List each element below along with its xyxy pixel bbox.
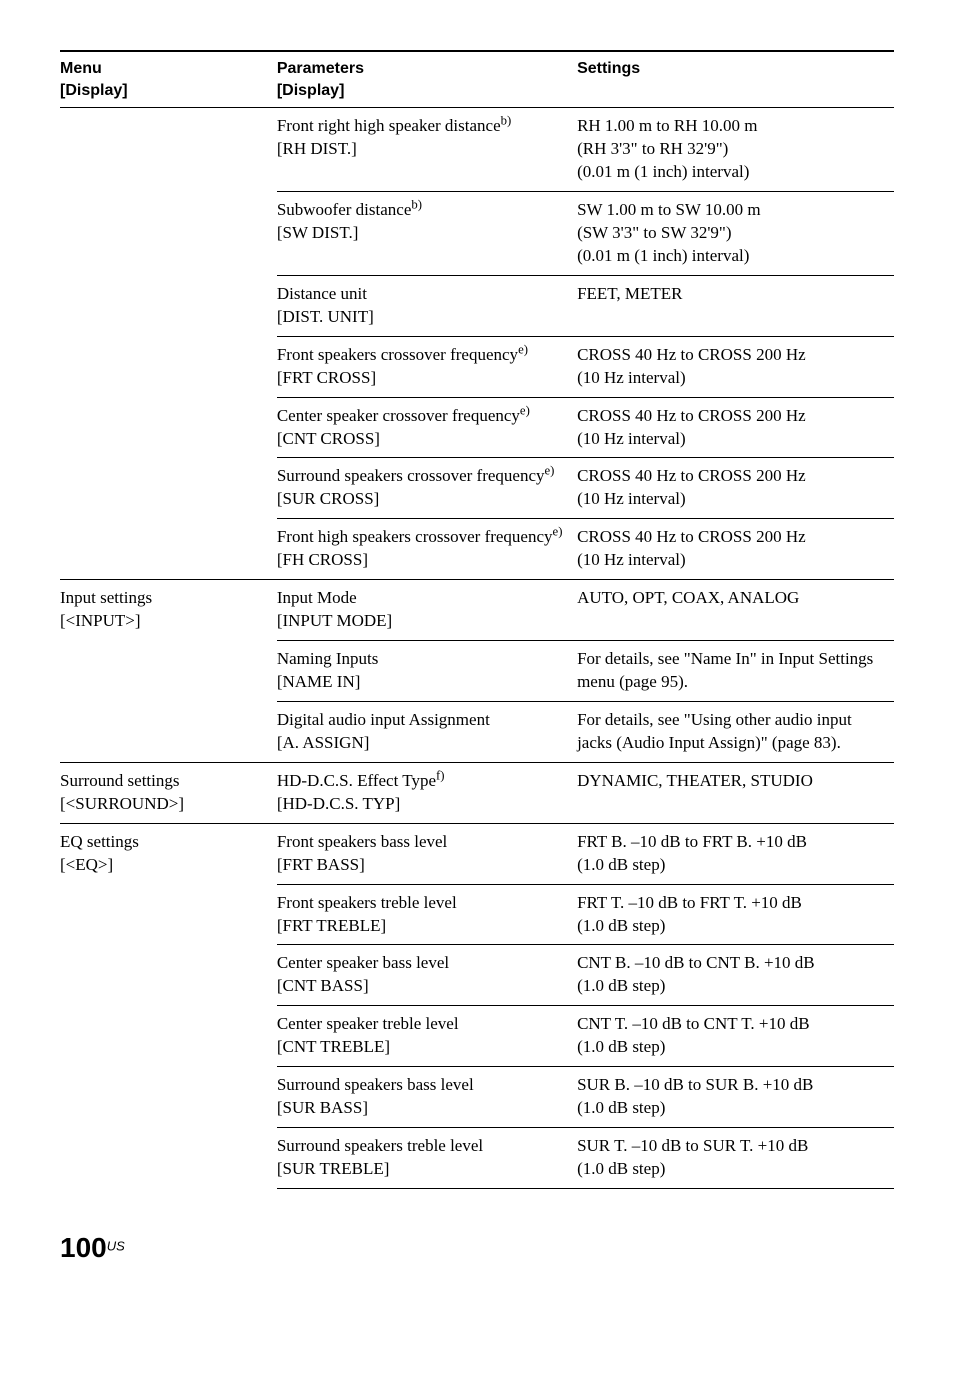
menu-cell: EQ settings[<EQ>]: [60, 823, 277, 884]
menu-cell: [60, 641, 277, 702]
table-row: Front speakers crossover frequencye)[FRT…: [60, 336, 894, 397]
setting-cell: SUR B. –10 dB to SUR B. +10 dB(1.0 dB st…: [577, 1067, 894, 1128]
setting-cell: CROSS 40 Hz to CROSS 200 Hz(10 Hz interv…: [577, 397, 894, 458]
parameter-cell: Surround speakers bass level[SUR BASS]: [277, 1067, 577, 1128]
menu-cell: [60, 1128, 277, 1189]
menu-cell: Surround settings[<SURROUND>]: [60, 762, 277, 823]
parameter-cell: Front right high speaker distanceb)[RH D…: [277, 108, 577, 192]
setting-cell: CROSS 40 Hz to CROSS 200 Hz(10 Hz interv…: [577, 336, 894, 397]
table-row: Center speaker treble level[CNT TREBLE]C…: [60, 1006, 894, 1067]
table-row: Naming Inputs[NAME IN]For details, see "…: [60, 641, 894, 702]
header-set-l1: Settings: [577, 60, 640, 77]
page-region: US: [107, 1238, 125, 1253]
table-row: Surround speakers bass level[SUR BASS]SU…: [60, 1067, 894, 1128]
parameter-cell: Front speakers bass level[FRT BASS]: [277, 823, 577, 884]
header-menu-l1: Menu: [60, 60, 102, 77]
table-row: Distance unit[DIST. UNIT]FEET, METER: [60, 275, 894, 336]
setting-cell: RH 1.00 m to RH 10.00 m(RH 3'3" to RH 32…: [577, 108, 894, 192]
table-row: Front right high speaker distanceb)[RH D…: [60, 108, 894, 192]
table-body: Front right high speaker distanceb)[RH D…: [60, 108, 894, 1189]
setting-cell: CNT T. –10 dB to CNT T. +10 dB(1.0 dB st…: [577, 1006, 894, 1067]
header-menu-l2: [Display]: [60, 82, 128, 99]
menu-cell: [60, 458, 277, 519]
menu-cell: [60, 945, 277, 1006]
header-menu: Menu [Display]: [60, 51, 277, 108]
menu-cell: [60, 192, 277, 276]
table-row: Surround speakers crossover frequencye)[…: [60, 458, 894, 519]
parameter-cell: Input Mode[INPUT MODE]: [277, 580, 577, 641]
menu-cell: [60, 275, 277, 336]
setting-cell: CNT B. –10 dB to CNT B. +10 dB(1.0 dB st…: [577, 945, 894, 1006]
table-row: Front high speakers crossover frequencye…: [60, 519, 894, 580]
parameter-cell: Surround speakers treble level[SUR TREBL…: [277, 1128, 577, 1189]
menu-cell: Input settings[<INPUT>]: [60, 580, 277, 641]
menu-cell: [60, 1006, 277, 1067]
parameter-cell: Subwoofer distanceb)[SW DIST.]: [277, 192, 577, 276]
setting-cell: CROSS 40 Hz to CROSS 200 Hz(10 Hz interv…: [577, 458, 894, 519]
parameter-cell: Center speaker bass level[CNT BASS]: [277, 945, 577, 1006]
table-row: Input settings[<INPUT>]Input Mode[INPUT …: [60, 580, 894, 641]
setting-cell: SUR T. –10 dB to SUR T. +10 dB(1.0 dB st…: [577, 1128, 894, 1189]
table-row: EQ settings[<EQ>]Front speakers bass lev…: [60, 823, 894, 884]
parameter-cell: Front high speakers crossover frequencye…: [277, 519, 577, 580]
setting-cell: For details, see "Name In" in Input Sett…: [577, 641, 894, 702]
parameter-cell: Surround speakers crossover frequencye)[…: [277, 458, 577, 519]
menu-cell: [60, 108, 277, 192]
parameter-cell: Front speakers treble level[FRT TREBLE]: [277, 884, 577, 945]
parameter-cell: Center speaker crossover frequencye)[CNT…: [277, 397, 577, 458]
header-param-l2: [Display]: [277, 82, 345, 99]
setting-cell: CROSS 40 Hz to CROSS 200 Hz(10 Hz interv…: [577, 519, 894, 580]
page-number: 100US: [60, 1229, 894, 1267]
table-row: Subwoofer distanceb)[SW DIST.]SW 1.00 m …: [60, 192, 894, 276]
setting-cell: FEET, METER: [577, 275, 894, 336]
menu-cell: [60, 336, 277, 397]
parameter-cell: Naming Inputs[NAME IN]: [277, 641, 577, 702]
parameter-cell: HD-D.C.S. Effect Typef)[HD-D.C.S. TYP]: [277, 762, 577, 823]
header-settings: Settings: [577, 51, 894, 108]
table-row: Center speaker bass level[CNT BASS]CNT B…: [60, 945, 894, 1006]
settings-table: Menu [Display] Parameters [Display] Sett…: [60, 50, 894, 1189]
menu-cell: [60, 701, 277, 762]
table-row: Front speakers treble level[FRT TREBLE]F…: [60, 884, 894, 945]
page-num-value: 100: [60, 1232, 107, 1263]
setting-cell: AUTO, OPT, COAX, ANALOG: [577, 580, 894, 641]
parameter-cell: Front speakers crossover frequencye)[FRT…: [277, 336, 577, 397]
setting-cell: FRT B. –10 dB to FRT B. +10 dB(1.0 dB st…: [577, 823, 894, 884]
menu-cell: [60, 1067, 277, 1128]
menu-cell: [60, 884, 277, 945]
header-row: Menu [Display] Parameters [Display] Sett…: [60, 51, 894, 108]
header-parameters: Parameters [Display]: [277, 51, 577, 108]
table-row: Center speaker crossover frequencye)[CNT…: [60, 397, 894, 458]
menu-cell: [60, 519, 277, 580]
setting-cell: FRT T. –10 dB to FRT T. +10 dB(1.0 dB st…: [577, 884, 894, 945]
setting-cell: SW 1.00 m to SW 10.00 m(SW 3'3" to SW 32…: [577, 192, 894, 276]
setting-cell: For details, see "Using other audio inpu…: [577, 701, 894, 762]
parameter-cell: Distance unit[DIST. UNIT]: [277, 275, 577, 336]
table-row: Digital audio input Assignment[A. ASSIGN…: [60, 701, 894, 762]
header-param-l1: Parameters: [277, 60, 364, 77]
table-row: Surround speakers treble level[SUR TREBL…: [60, 1128, 894, 1189]
parameter-cell: Digital audio input Assignment[A. ASSIGN…: [277, 701, 577, 762]
setting-cell: DYNAMIC, THEATER, STUDIO: [577, 762, 894, 823]
parameter-cell: Center speaker treble level[CNT TREBLE]: [277, 1006, 577, 1067]
menu-cell: [60, 397, 277, 458]
table-row: Surround settings[<SURROUND>]HD-D.C.S. E…: [60, 762, 894, 823]
